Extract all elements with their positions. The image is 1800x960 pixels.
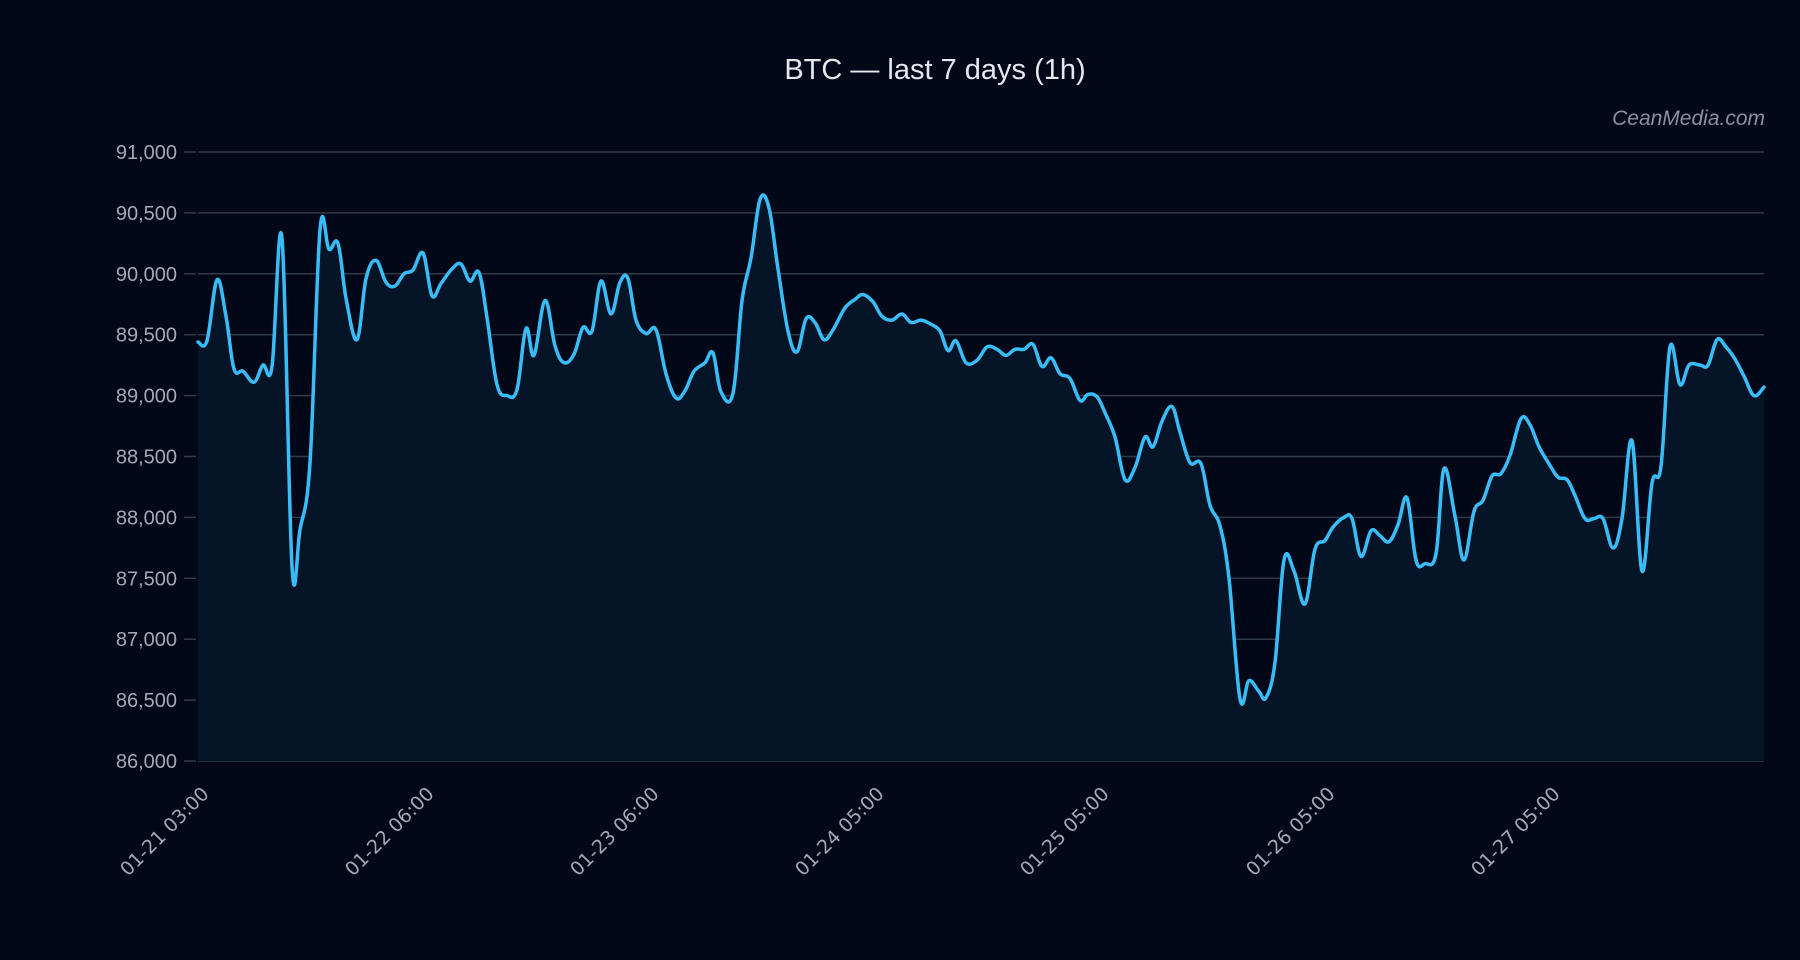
y-tick-label: 89,500 (116, 325, 177, 347)
x-tick-label: 01-23 06:00 (566, 783, 664, 881)
y-tick-label: 86,500 (116, 690, 177, 712)
x-tick-label: 01-26 05:00 (1242, 783, 1340, 881)
y-tick-label: 90,500 (116, 203, 177, 225)
x-axis: 01-21 03:00 01-22 06:00 01-23 06:00 01-24 0… (116, 783, 1565, 881)
y-tick-label: 91,000 (116, 142, 177, 164)
x-tick-label: 01-22 06:00 (341, 783, 439, 881)
x-tick-label: 01-21 03:00 (116, 783, 214, 881)
y-tick-label: 87,000 (116, 629, 177, 651)
watermark: CeanMedia.com (1612, 107, 1765, 130)
x-tick-label: 01-25 05:00 (1016, 783, 1114, 881)
y-axis: 91,000 90,500 90,000 89,500 89,000 88,500 88,0… (116, 142, 196, 773)
x-tick-label: 01-27 05:00 (1467, 783, 1565, 881)
price-area-fill (198, 194, 1764, 761)
y-tick-label: 89,000 (116, 386, 177, 408)
x-tick-label: 01-24 05:00 (791, 783, 889, 881)
y-tick-label: 88,000 (116, 507, 177, 529)
y-tick-label: 87,500 (116, 568, 177, 590)
y-tick-label: 90,000 (116, 264, 177, 286)
chart-title: BTC — last 7 days (1h) (784, 54, 1086, 86)
y-tick-label: 88,500 (116, 447, 177, 469)
price-line (196, 193, 1766, 706)
y-tick-label: 86,000 (116, 751, 177, 773)
